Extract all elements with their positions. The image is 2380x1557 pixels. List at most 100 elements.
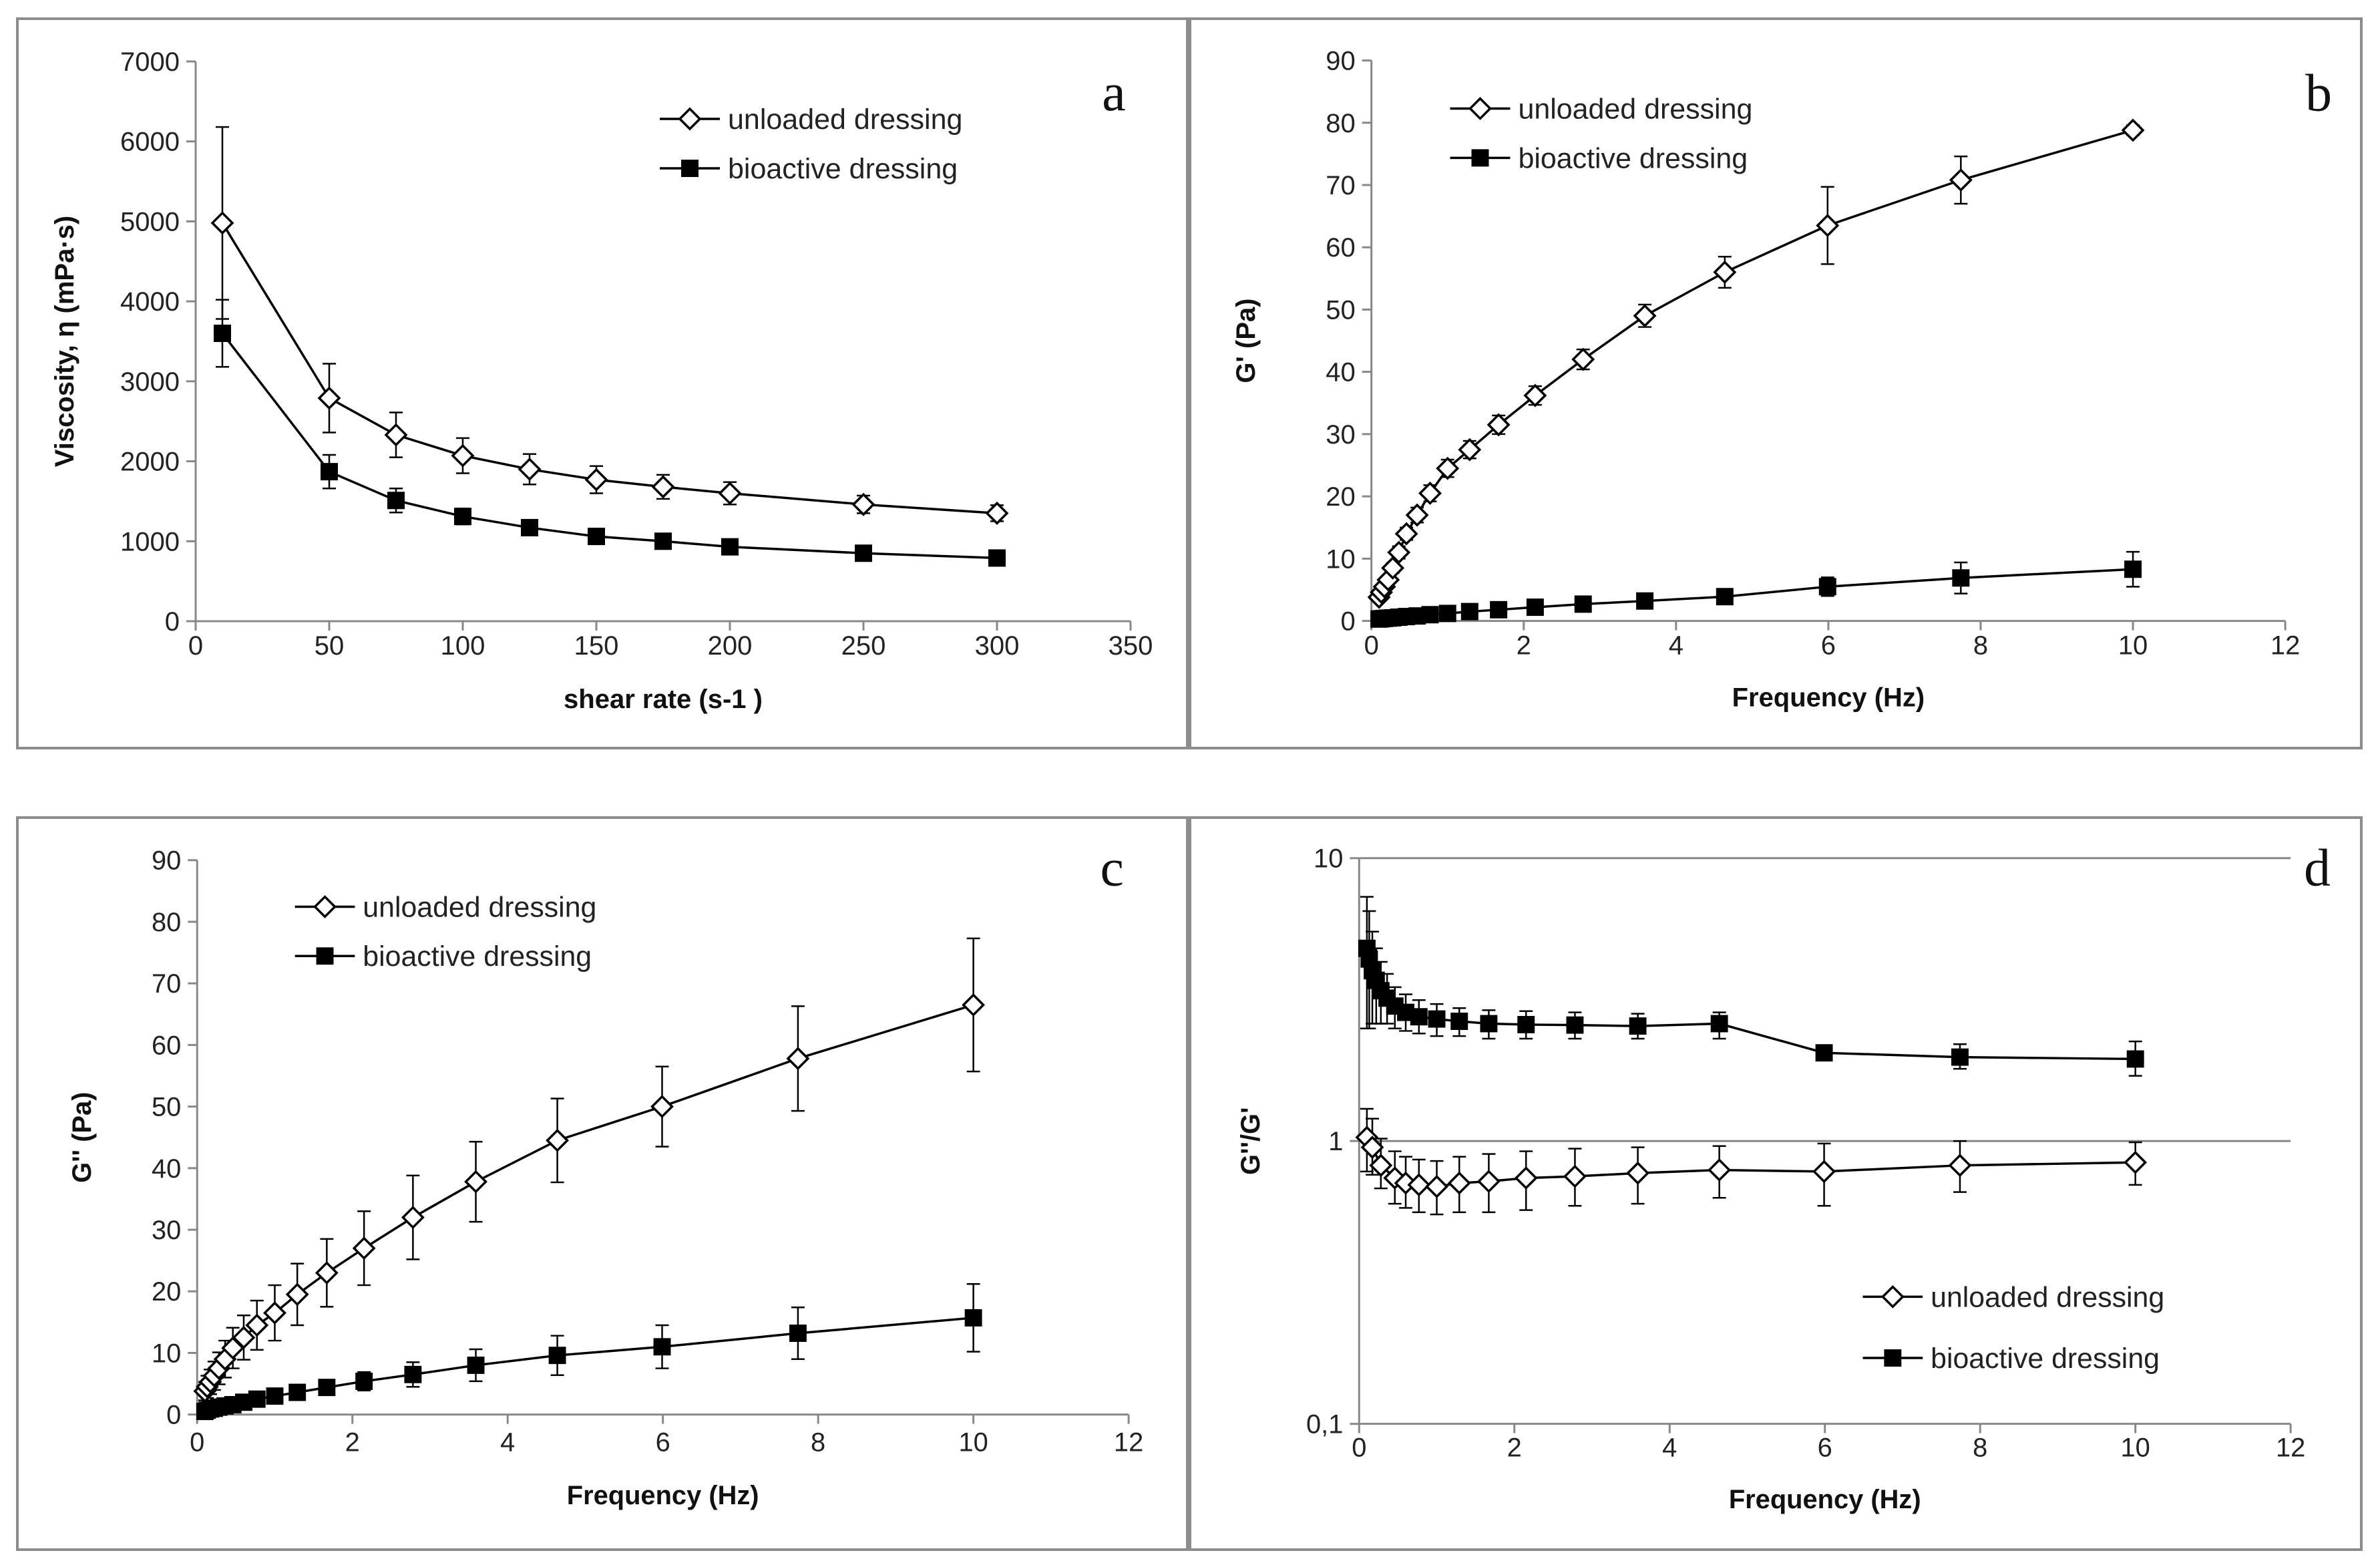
data-point [355,1372,373,1390]
data-point [1523,383,1547,407]
series-bioactive-dressing [196,1282,982,1421]
data-point [2121,118,2145,142]
x-tick-label: 2 [1507,1433,1522,1462]
y-tick-label: 90 [152,846,181,876]
legend: unloaded dressing bioactive dressing [660,104,962,185]
y-tick-label: 6000 [120,128,180,157]
y-tick-label: 80 [1326,109,1355,138]
legend-label: unloaded dressing [363,891,596,923]
y-tick-label: 40 [152,1154,181,1184]
y-tick-label: 80 [152,908,181,937]
x-tick-label: 0 [190,1428,204,1457]
legend-marker [316,947,334,965]
chart-c-svg: 0 10 20 30 40 50 60 70 80 90 0 2 4 6 8 10 12 Frequency (H… [67,839,1143,1511]
y-axis-title: G''/G' [1236,1107,1265,1174]
data-point [521,518,538,536]
data-point [654,532,672,550]
legend-marker [678,107,702,131]
chart-panel-d: 0,1 1 10 0 2 4 6 8 10 12 Frequency (Hz) G''/G' unloa… [1189,816,2363,1551]
series-unloaded-dressing [193,937,986,1403]
data-point [1626,1161,1649,1185]
data-point [384,423,408,447]
y-tick-label: 60 [1326,233,1355,263]
data-point [1490,600,1508,619]
y-tick-label: 5000 [120,207,180,236]
y-tick-label: 3000 [120,367,180,397]
data-point [1815,1044,1833,1062]
data-point [321,463,338,481]
data-point [464,1170,487,1194]
series-bioactive-dressing [1370,550,2142,628]
data-point [1486,413,1511,437]
legend-marker [1884,1349,1902,1367]
data-point [454,508,471,526]
y-tick-label: 10 [1326,544,1355,574]
data-point [1708,1158,1732,1182]
legend-label: bioactive dressing [728,153,958,185]
y-tick-label: 2000 [120,448,180,477]
x-axis-title: Frequency (Hz) [1729,1485,1921,1514]
legend-label: unloaded dressing [728,104,962,136]
series-line [204,1003,974,1392]
data-point [584,468,608,492]
legend-marker [313,895,337,918]
series-bioactive-dressing [214,299,1006,567]
chart-panel-a: 0 1000 2000 3000 4000 5000 6000 7000 0 50 100 150 20… [16,17,1189,749]
y-tick-label: 0 [166,1401,181,1430]
panel-label: a [1102,63,1126,122]
data-point [401,1206,425,1230]
y-tick-label: 7000 [120,47,180,77]
data-point [1360,1136,1384,1160]
data-point [1394,522,1418,546]
x-axis-title: shear rate (s-1 ) [564,685,763,714]
data-point [1410,1008,1428,1026]
data-point [653,1338,671,1356]
legend-marker [681,160,699,177]
data-point [1460,602,1478,621]
x-tick-label: 200 [708,631,753,661]
data-point [317,386,341,410]
data-point [1405,503,1429,527]
data-point [1387,540,1411,564]
chart-panel-b: 0 10 20 30 40 50 60 70 80 90 0 2 4 6 8 10 12 Frequency (H… [1189,17,2363,749]
data-point [1948,1154,1972,1178]
y-tick-label: 0 [165,607,180,637]
y-tick-label: 20 [152,1277,181,1307]
data-point [518,458,542,482]
series-unloaded-dressing [210,126,1009,525]
data-point [2126,1050,2144,1068]
legend-label: bioactive dressing [1931,1343,2160,1375]
x-tick-label: 10 [2118,631,2148,661]
y-tick-label: 0,1 [1306,1410,1343,1439]
y-tick-label: 30 [1326,420,1355,450]
legend-label: unloaded dressing [1931,1281,2164,1313]
data-point [2124,1150,2148,1174]
legend-label: bioactive dressing [1518,142,1748,174]
x-tick-label: 8 [1973,1433,1987,1462]
legend-label: bioactive dressing [363,940,592,973]
data-point [546,1128,569,1152]
data-point [1428,1010,1446,1028]
data-point [718,481,742,505]
series-bioactive-dressing [1358,896,2144,1077]
data-point [2124,560,2142,578]
data-point [285,1282,309,1307]
data-point [1710,1015,1728,1033]
series-line [1366,948,2136,1061]
data-point [1450,1013,1468,1030]
data-point [1563,1164,1587,1188]
x-tick-label: 6 [1818,1433,1832,1462]
series-line [204,1317,974,1413]
data-point [962,993,986,1017]
chart-b-svg: 0 10 20 30 40 50 60 70 80 90 0 2 4 6 8 10 12 Frequency (H… [1231,47,2332,713]
y-axis-title: G' (Pa) [1231,299,1261,383]
y-axis-title: G'' (Pa) [67,1092,97,1183]
data-point [451,444,475,468]
panel-label: b [2305,63,2332,122]
x-tick-label: 300 [975,631,1020,661]
data-point [263,1301,286,1325]
data-point [248,1390,266,1408]
panel-label: d [2304,839,2331,898]
data-point [1418,482,1442,505]
data-point [588,528,605,546]
